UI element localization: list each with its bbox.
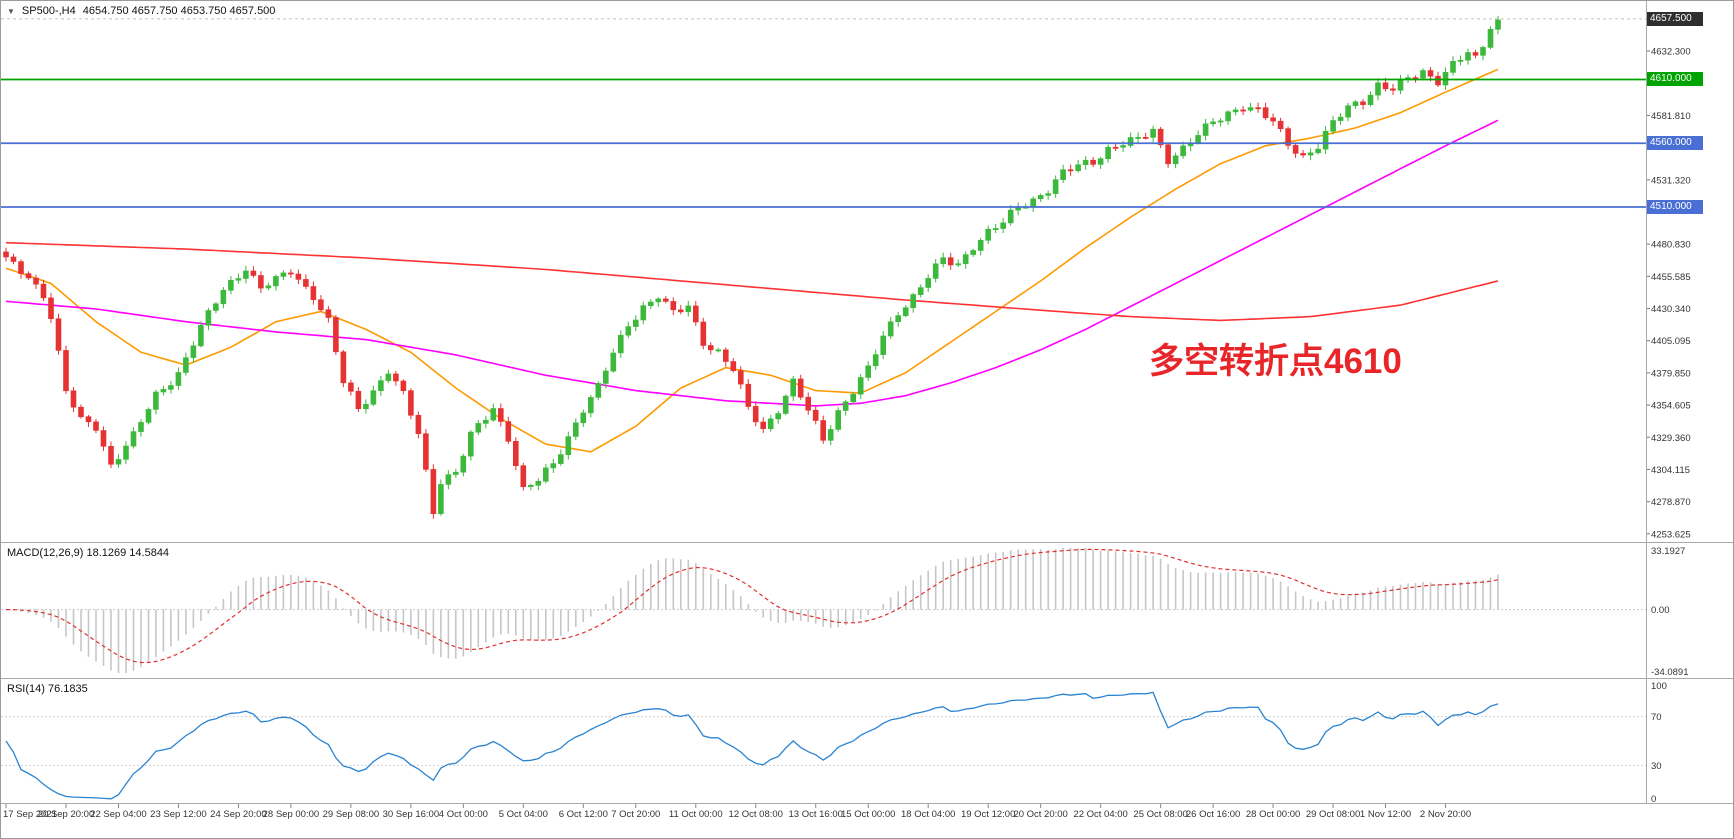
- symbol-dropdown-icon[interactable]: ▼: [7, 6, 15, 16]
- svg-text:4430.340: 4430.340: [1651, 304, 1691, 315]
- price-axis-labels: 4632.300 4581.810 4531.320 4480.830 4455.585…: [1646, 47, 1691, 540]
- panel-frame: [1, 1, 1733, 804]
- svg-text:4 Oct 00:00: 4 Oct 00:00: [439, 809, 488, 820]
- current-price-tag: 4657.500: [1647, 11, 1703, 26]
- candles: [3, 15, 1501, 519]
- svg-text:4531.320: 4531.320: [1651, 175, 1691, 186]
- svg-text:20 Oct 20:00: 20 Oct 20:00: [1013, 809, 1067, 820]
- svg-text:18 Oct 04:00: 18 Oct 04:00: [901, 809, 955, 820]
- svg-text:5 Oct 04:00: 5 Oct 04:00: [499, 809, 548, 820]
- rsi-panel: 100 70 30 0: [1, 681, 1667, 805]
- svg-text:15 Oct 00:00: 15 Oct 00:00: [841, 809, 895, 820]
- svg-text:22 Sep 04:00: 22 Sep 04:00: [90, 809, 147, 820]
- svg-text:30 Sep 16:00: 30 Sep 16:00: [383, 809, 440, 820]
- svg-text:4379.850: 4379.850: [1651, 368, 1691, 379]
- svg-text:13 Oct 16:00: 13 Oct 16:00: [789, 809, 843, 820]
- chart-annotation-text[interactable]: 多空转折点4610: [1149, 342, 1402, 381]
- svg-text:33.1927: 33.1927: [1651, 546, 1685, 557]
- svg-text:28 Oct 00:00: 28 Oct 00:00: [1246, 809, 1300, 820]
- svg-text:70: 70: [1651, 712, 1662, 723]
- svg-text:4253.625: 4253.625: [1651, 529, 1691, 540]
- svg-text:24 Sep 20:00: 24 Sep 20:00: [210, 809, 267, 820]
- svg-text:2 Nov 20:00: 2 Nov 20:00: [1420, 809, 1471, 820]
- svg-text:29 Oct 08:00: 29 Oct 08:00: [1306, 809, 1360, 820]
- svg-text:1 Nov 12:00: 1 Nov 12:00: [1360, 809, 1411, 820]
- svg-text:0.00: 0.00: [1651, 605, 1670, 616]
- svg-text:29 Sep 08:00: 29 Sep 08:00: [323, 809, 380, 820]
- svg-text:4304.115: 4304.115: [1651, 465, 1690, 476]
- svg-text:4455.585: 4455.585: [1651, 272, 1691, 283]
- svg-text:22 Oct 04:00: 22 Oct 04:00: [1073, 809, 1127, 820]
- svg-text:100: 100: [1651, 681, 1667, 692]
- hline-tag-4560[interactable]: 4560.000: [1647, 136, 1703, 151]
- svg-text:4405.095: 4405.095: [1651, 336, 1691, 347]
- svg-text:7 Oct 20:00: 7 Oct 20:00: [611, 809, 660, 820]
- macd-panel: 33.1927 0.00 -34.0891: [1, 546, 1689, 678]
- svg-text:30: 30: [1651, 761, 1662, 772]
- svg-text:19 Oct 12:00: 19 Oct 12:00: [961, 809, 1015, 820]
- svg-text:-34.0891: -34.0891: [1651, 667, 1689, 678]
- svg-text:23 Sep 12:00: 23 Sep 12:00: [150, 809, 207, 820]
- horizontal-lines: [1, 18, 1646, 208]
- ma-lines: [5, 68, 1499, 453]
- svg-text:20 Sep 20:00: 20 Sep 20:00: [38, 809, 95, 820]
- hline-tag-4610[interactable]: 4610.000: [1647, 72, 1703, 87]
- symbol-timeframe-label: SP500-,H4: [21, 5, 76, 17]
- svg-text:4278.870: 4278.870: [1651, 497, 1691, 508]
- svg-text:28 Sep 00:00: 28 Sep 00:00: [263, 809, 320, 820]
- svg-text:4581.810: 4581.810: [1651, 111, 1691, 122]
- chart-symbol-info: ▼ SP500-,H4 4654.750 4657.750 4653.750 4…: [7, 5, 275, 17]
- ohlc-values: 4654.750 4657.750 4653.750 4657.500: [82, 5, 276, 17]
- rsi-indicator-label: RSI(14) 76.1835: [7, 683, 88, 695]
- svg-text:4329.360: 4329.360: [1651, 433, 1691, 444]
- svg-text:6 Oct 12:00: 6 Oct 12:00: [559, 809, 608, 820]
- svg-text:4632.300: 4632.300: [1651, 47, 1691, 58]
- svg-text:26 Oct 16:00: 26 Oct 16:00: [1186, 809, 1240, 820]
- svg-text:4354.605: 4354.605: [1651, 401, 1691, 412]
- svg-text:12 Oct 08:00: 12 Oct 08:00: [729, 809, 783, 820]
- svg-text:11 Oct 00:00: 11 Oct 00:00: [669, 809, 723, 820]
- svg-text:17 Sep 2021: 17 Sep 2021: [3, 809, 57, 820]
- macd-indicator-label: MACD(12,26,9) 18.1269 14.5844: [7, 547, 170, 559]
- svg-text:0: 0: [1651, 794, 1656, 805]
- hline-tag-4510[interactable]: 4510.000: [1647, 199, 1703, 214]
- svg-text:4480.830: 4480.830: [1651, 240, 1691, 251]
- svg-text:25 Oct 08:00: 25 Oct 08:00: [1133, 809, 1187, 820]
